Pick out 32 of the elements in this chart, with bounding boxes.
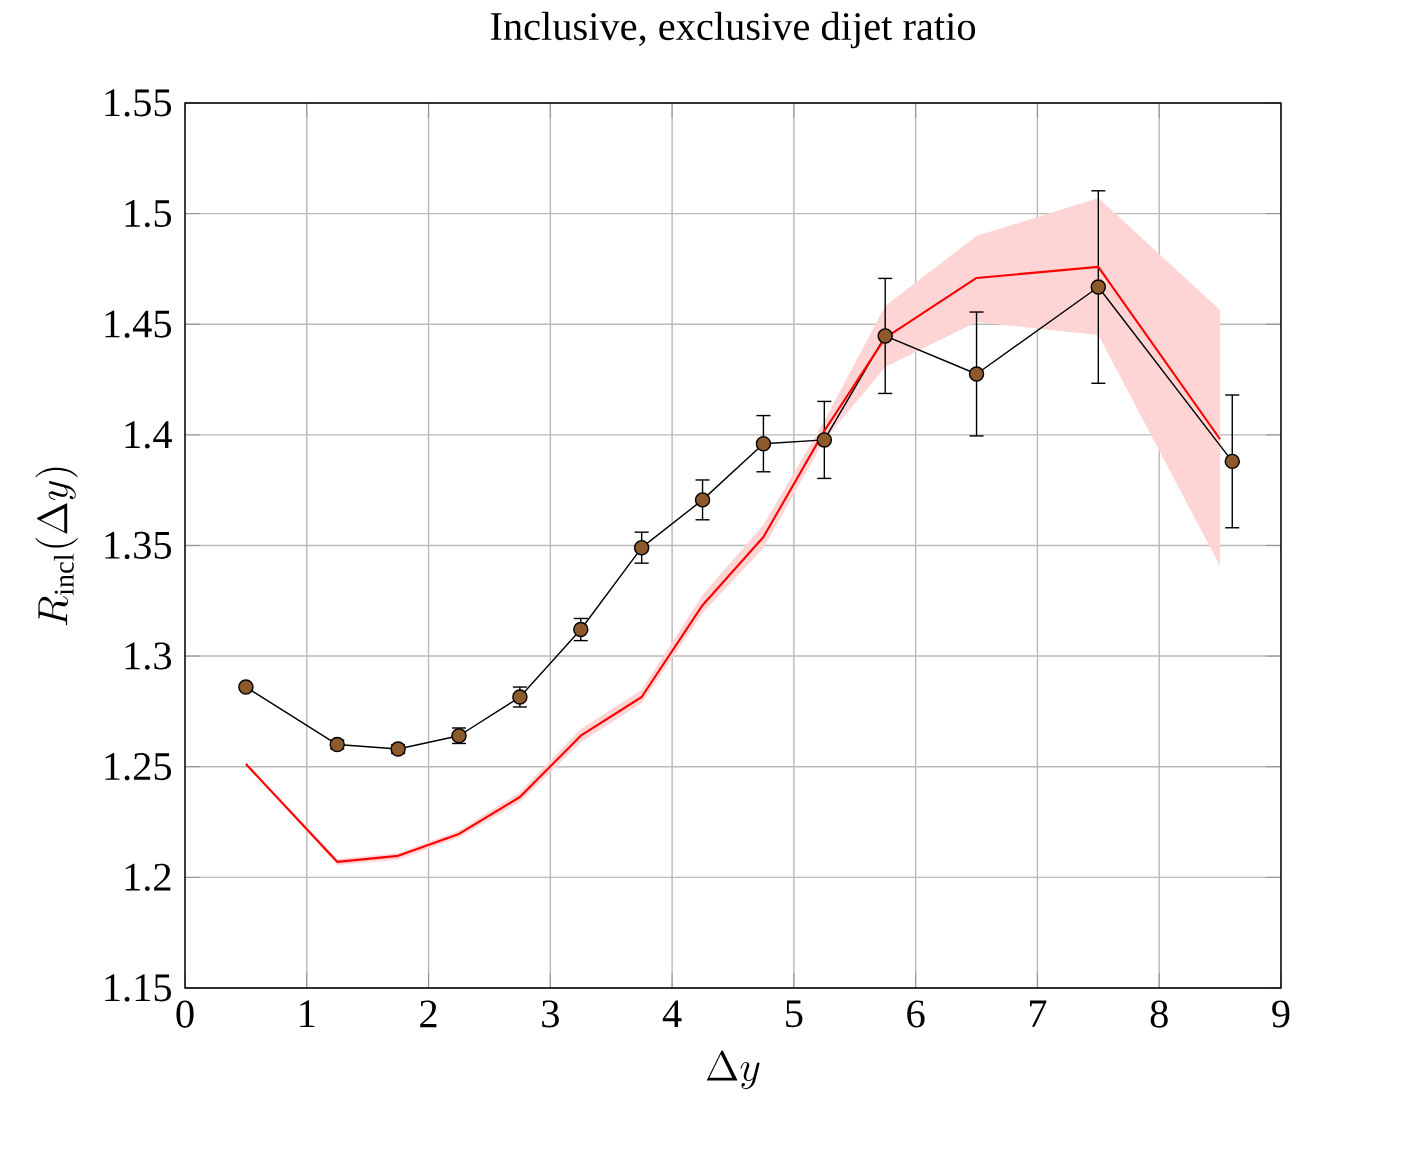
x-tick-label: 5 (786, 1000, 803, 1028)
point (816, 432, 833, 448)
x-tick-label: 8 (1150, 1000, 1168, 1028)
x-axis-title: $\Delta y$ (706, 1050, 760, 1090)
y-tick-label: 1.5 (125, 199, 172, 228)
point (633, 539, 650, 556)
y-tick-label: 1.2 (125, 863, 171, 891)
y-tick-label: 1.55 (105, 89, 172, 117)
x-tick-label: 7 (1029, 1000, 1047, 1027)
point (238, 679, 254, 695)
point (694, 492, 711, 508)
point (573, 621, 589, 638)
x-tick-label: 3 (542, 1000, 559, 1028)
chart-title: Inclusive, exclusive dijet ratio (490, 11, 976, 49)
y-tick-label: 1.35 (105, 531, 172, 560)
x-tick-label: 6 (907, 1000, 925, 1028)
y-tick-label: 1.45 (105, 310, 172, 338)
y-axis-title: $R_{\mathrm{incl}}(\Delta y)$ (35, 467, 78, 626)
x-tick-label: 1 (300, 1000, 315, 1028)
point (1090, 279, 1107, 295)
y-tick-label: 1.25 (105, 753, 172, 781)
y-tick-label: 1.4 (125, 421, 172, 449)
y-tick-label: 1.15 (105, 974, 172, 1002)
point (968, 366, 985, 382)
x-tick-label: 0 (176, 1000, 194, 1028)
x-tick-label: 9 (1272, 1000, 1290, 1028)
y-tick-label: 1.3 (125, 642, 172, 670)
point (755, 435, 772, 452)
x-tick-label: 2 (420, 1000, 437, 1028)
point (1224, 453, 1241, 470)
x-tick-label: 4 (662, 1000, 682, 1027)
point (877, 328, 893, 344)
